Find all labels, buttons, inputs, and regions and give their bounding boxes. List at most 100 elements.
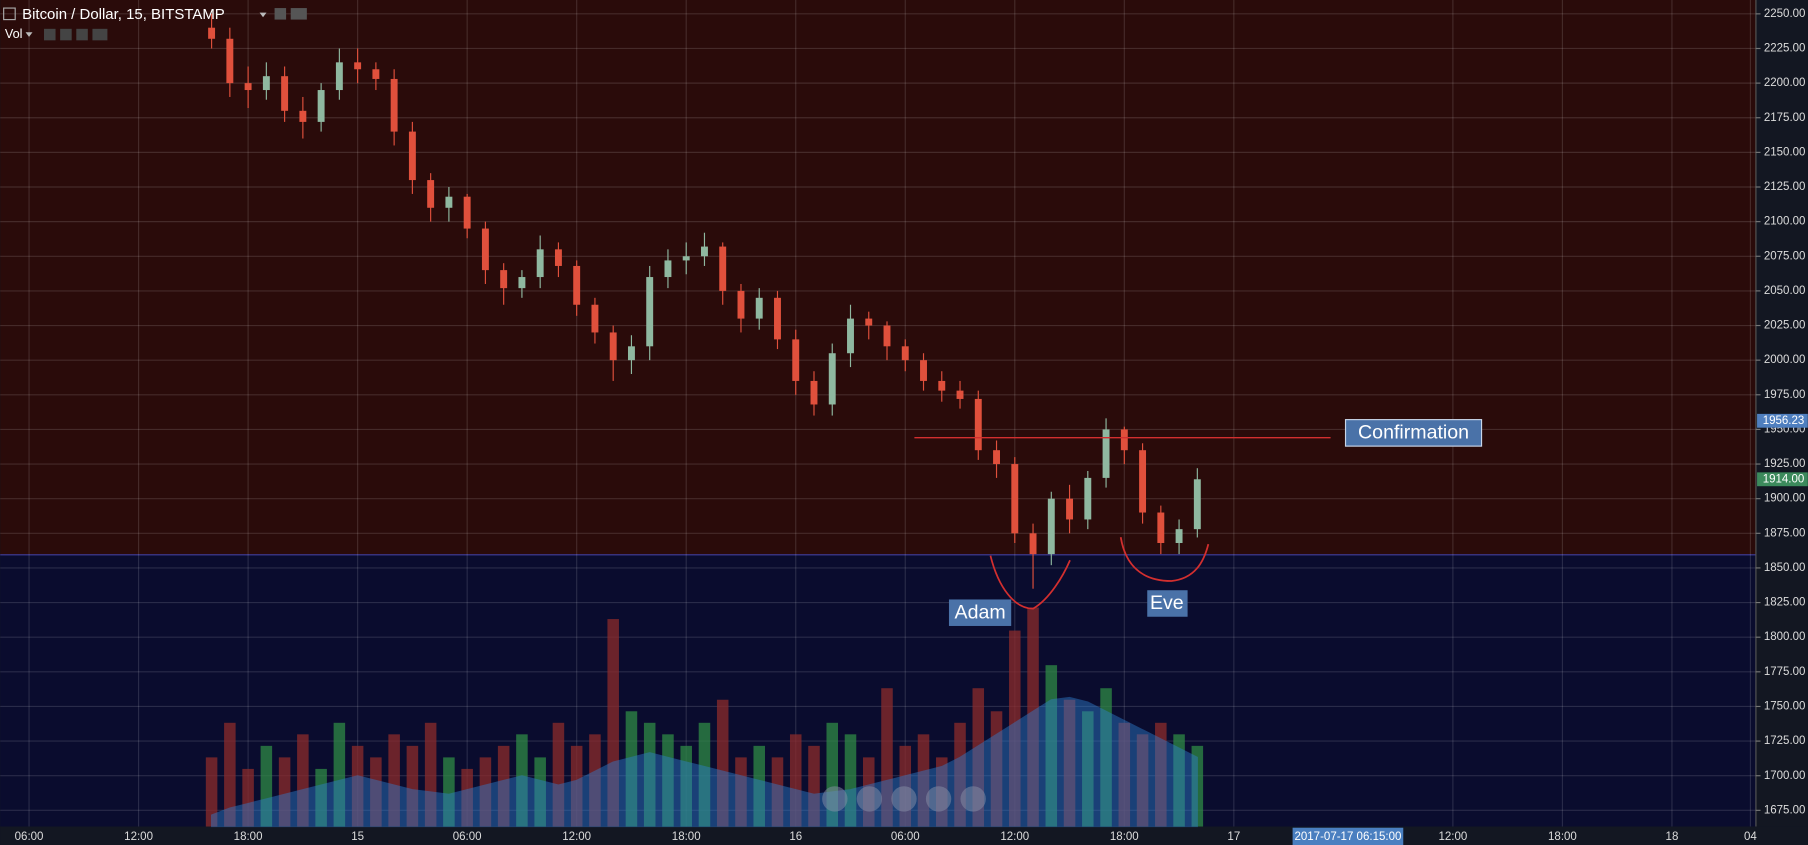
header: Bitcoin / Dollar, 15, BITSTAMP Vol <box>3 6 307 41</box>
y-tick-label: 2200.00 <box>1764 77 1806 89</box>
volume-bar <box>625 711 638 827</box>
volume-bar <box>662 734 674 827</box>
volume-icon-4[interactable] <box>92 28 108 41</box>
y-tick-label: 2225.00 <box>1764 43 1806 55</box>
x-tick-label: 12:00 <box>1438 831 1467 843</box>
candle-body <box>993 450 1000 465</box>
candle-body <box>408 131 416 181</box>
reset[interactable] <box>891 786 917 812</box>
volume-bar <box>899 745 912 827</box>
candle-body <box>682 256 690 261</box>
x-tick-label: 18:00 <box>234 831 263 843</box>
scroll-left[interactable] <box>822 786 848 812</box>
scroll-right[interactable] <box>960 786 986 812</box>
volume-bar <box>570 745 583 827</box>
candle-body <box>1193 479 1201 530</box>
candle-body <box>518 277 526 289</box>
symbol-menu[interactable] <box>259 12 267 18</box>
y-tick-label: 2250.00 <box>1764 8 1806 20</box>
y-tick-label: 2075.00 <box>1764 250 1806 262</box>
y-tick-label: 1700.00 <box>1764 770 1806 782</box>
volume-bar <box>735 757 747 827</box>
volume-bar <box>443 757 455 827</box>
candle-body <box>226 38 234 84</box>
cursor-date-box <box>1292 827 1404 845</box>
volume-bar <box>881 688 893 827</box>
x-tick-label: 04 <box>1744 831 1757 843</box>
candle-body <box>920 360 927 381</box>
candle-body <box>1102 429 1110 478</box>
candle-body <box>1066 498 1074 520</box>
candle-body <box>974 398 982 451</box>
x-tick-label: 16 <box>789 831 802 843</box>
volume-bar <box>1155 722 1167 827</box>
x-tick-label: 06:00 <box>15 831 44 843</box>
volume-bar <box>1009 630 1021 827</box>
volume-bar <box>589 734 601 827</box>
candle-body <box>554 249 562 266</box>
volume-bar <box>789 734 802 827</box>
candle-body <box>1139 450 1147 513</box>
candle-body <box>755 297 763 319</box>
volume-bar <box>388 734 400 827</box>
volume-bar <box>278 757 291 827</box>
adam-box <box>948 599 1012 626</box>
settings-icon[interactable] <box>274 8 287 20</box>
confirmation-box <box>1344 419 1483 447</box>
volume-bar <box>224 722 236 827</box>
y-tick-label: 1675.00 <box>1764 804 1806 816</box>
x-tick-label: 15 <box>351 831 364 843</box>
eve-box <box>1147 590 1188 617</box>
volume-bar <box>1136 734 1149 827</box>
candle-body <box>774 297 781 340</box>
volume-bar <box>716 699 729 827</box>
zoom-out[interactable] <box>856 786 883 812</box>
y-tick-label: 1825.00 <box>1764 597 1806 609</box>
x-tick-label: 06:00 <box>453 831 482 843</box>
volume-bar <box>954 722 966 827</box>
close-icon[interactable] <box>290 8 307 20</box>
volume-bar <box>479 757 492 827</box>
eve-curve <box>1119 537 1210 582</box>
candle-body <box>828 353 836 405</box>
volume-bar <box>1082 711 1094 827</box>
volume-bar <box>205 757 218 827</box>
y-tick-label: 1725.00 <box>1764 735 1806 747</box>
candle-body <box>591 304 599 333</box>
volume-icon-3[interactable] <box>76 28 88 41</box>
adam-label: Adam <box>955 601 1006 623</box>
y-tick-label: 2000.00 <box>1764 354 1806 366</box>
volume-icon-1[interactable] <box>44 28 56 41</box>
volume-icon-2[interactable] <box>60 28 72 41</box>
volume-ma-area <box>211 696 1198 828</box>
candle-body <box>847 318 854 354</box>
x-tick-label: 12:00 <box>562 831 591 843</box>
collapse-button[interactable] <box>3 7 16 21</box>
volume-bar <box>826 722 839 827</box>
y-tick-label: 2025.00 <box>1764 320 1806 332</box>
candle-body <box>1047 498 1055 555</box>
x-tick-label: 12:00 <box>124 831 153 843</box>
candle-body <box>1175 529 1183 544</box>
candle-body <box>1011 464 1019 534</box>
candle-body <box>1084 477 1092 520</box>
y-tick-label: 1850.00 <box>1764 562 1806 574</box>
candle-body <box>372 69 380 79</box>
volume-bar <box>607 619 619 827</box>
candle-body <box>646 277 654 347</box>
x-tick-label: 18:00 <box>672 831 701 843</box>
candle-body <box>664 260 672 278</box>
candle-body <box>1120 429 1128 451</box>
volume-bar <box>643 722 656 827</box>
volume-bar <box>1045 665 1058 827</box>
zoom-in[interactable] <box>925 786 952 812</box>
y-tick-label: 1925.00 <box>1764 458 1806 470</box>
volume-menu[interactable] <box>25 32 33 37</box>
y-tick-label: 1775.00 <box>1764 666 1806 678</box>
candle-body <box>390 78 398 132</box>
volume-bar <box>1191 745 1204 827</box>
y-tick-label: 1975.00 <box>1764 389 1806 401</box>
candle-body <box>281 76 289 111</box>
candle-body <box>573 265 581 305</box>
eve-label: Eve <box>1150 592 1184 614</box>
